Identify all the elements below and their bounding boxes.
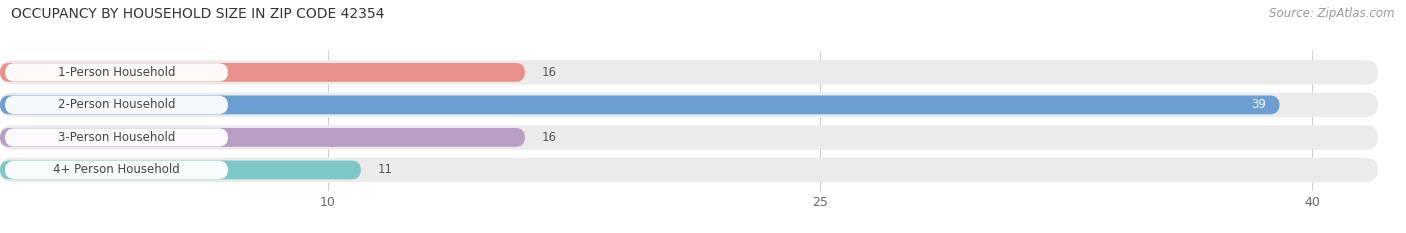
Text: OCCUPANCY BY HOUSEHOLD SIZE IN ZIP CODE 42354: OCCUPANCY BY HOUSEHOLD SIZE IN ZIP CODE … xyxy=(11,7,385,21)
Text: Source: ZipAtlas.com: Source: ZipAtlas.com xyxy=(1270,7,1395,20)
FancyBboxPatch shape xyxy=(4,63,228,82)
FancyBboxPatch shape xyxy=(4,161,228,179)
Text: 11: 11 xyxy=(377,163,392,176)
Text: 16: 16 xyxy=(541,131,557,144)
Text: 2-Person Household: 2-Person Household xyxy=(58,98,176,111)
FancyBboxPatch shape xyxy=(0,93,1378,117)
Text: 16: 16 xyxy=(541,66,557,79)
FancyBboxPatch shape xyxy=(0,161,361,179)
FancyBboxPatch shape xyxy=(4,128,228,147)
FancyBboxPatch shape xyxy=(0,96,1279,114)
Text: 4+ Person Household: 4+ Person Household xyxy=(53,163,180,176)
FancyBboxPatch shape xyxy=(0,60,1378,85)
FancyBboxPatch shape xyxy=(4,96,228,114)
FancyBboxPatch shape xyxy=(0,63,524,82)
Text: 1-Person Household: 1-Person Household xyxy=(58,66,176,79)
FancyBboxPatch shape xyxy=(0,128,524,147)
Text: 39: 39 xyxy=(1251,98,1267,111)
FancyBboxPatch shape xyxy=(0,125,1378,150)
FancyBboxPatch shape xyxy=(0,158,1378,182)
Text: 3-Person Household: 3-Person Household xyxy=(58,131,176,144)
